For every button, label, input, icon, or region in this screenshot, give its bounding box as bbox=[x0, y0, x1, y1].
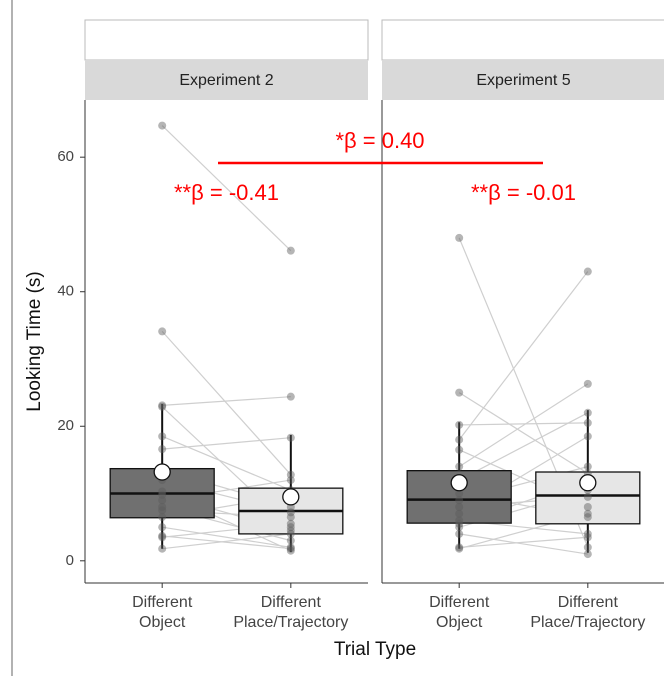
point bbox=[287, 476, 295, 484]
point bbox=[287, 393, 295, 401]
strip-label: Experiment 2 bbox=[179, 72, 273, 89]
point bbox=[287, 530, 295, 538]
point bbox=[584, 550, 592, 558]
point bbox=[455, 446, 463, 454]
point bbox=[287, 247, 295, 255]
strip-label: Experiment 5 bbox=[476, 72, 570, 89]
chart: Looking Time (s) 0 20 40 60 Trial Type Experim… bbox=[0, 0, 664, 676]
point bbox=[287, 434, 295, 442]
facet-annotation: **β = -0.41 bbox=[174, 180, 279, 205]
strip-icon bbox=[85, 20, 368, 60]
point bbox=[584, 533, 592, 541]
point bbox=[158, 513, 166, 521]
strip-icon bbox=[382, 20, 664, 60]
mean bbox=[580, 475, 596, 491]
y-tick-label: 60 bbox=[57, 148, 74, 165]
point bbox=[158, 432, 166, 440]
point bbox=[287, 520, 295, 528]
point bbox=[158, 545, 166, 553]
point bbox=[455, 436, 463, 444]
point bbox=[455, 234, 463, 242]
point bbox=[584, 380, 592, 388]
facet-annotation: **β = -0.01 bbox=[471, 180, 576, 205]
point bbox=[158, 523, 166, 531]
y-axis-title: Looking Time (s) bbox=[24, 271, 45, 411]
point bbox=[584, 463, 592, 471]
point bbox=[455, 389, 463, 397]
point bbox=[584, 432, 592, 440]
y-tick-label: 40 bbox=[57, 283, 74, 300]
point bbox=[455, 421, 463, 429]
point bbox=[287, 545, 295, 553]
point bbox=[584, 409, 592, 417]
x-axis-title: Trial Type bbox=[334, 639, 416, 660]
comparison-annotation: *β = 0.40 bbox=[335, 128, 424, 153]
mean bbox=[451, 475, 467, 491]
point bbox=[158, 403, 166, 411]
mean bbox=[283, 489, 299, 505]
point bbox=[158, 445, 166, 453]
point bbox=[158, 533, 166, 541]
mean bbox=[154, 464, 170, 480]
point bbox=[455, 545, 463, 553]
point bbox=[158, 327, 166, 335]
point bbox=[584, 419, 592, 427]
y-tick-label: 0 bbox=[66, 552, 74, 569]
y-tick-label: 20 bbox=[57, 417, 74, 434]
point bbox=[584, 510, 592, 518]
background bbox=[0, 0, 664, 676]
point bbox=[455, 463, 463, 471]
point bbox=[584, 268, 592, 276]
point bbox=[455, 530, 463, 538]
point bbox=[158, 122, 166, 130]
